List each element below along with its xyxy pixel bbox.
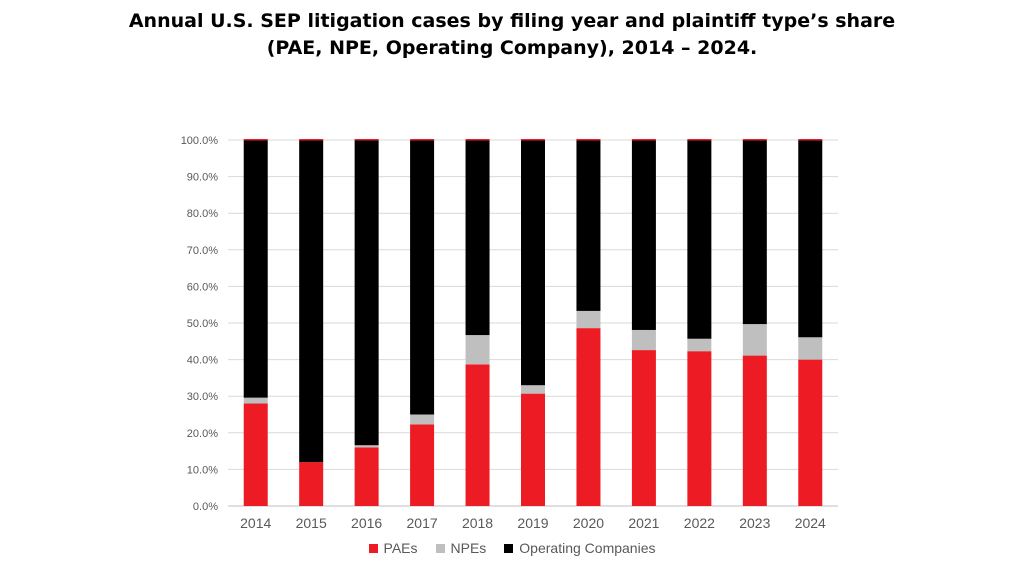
legend-item: Operating Companies (504, 540, 655, 556)
bar-segment-operating-companies-2023 (742, 140, 767, 325)
x-tick-label: 2017 (407, 515, 438, 531)
bar-top-cap (631, 139, 656, 141)
bar-segment-paes-2020 (576, 328, 601, 506)
bar-segment-npes-2014 (243, 397, 268, 404)
bar-top-cap (742, 139, 767, 141)
bar-segment-operating-companies-2018 (465, 140, 490, 336)
bar-segment-paes-2022 (687, 351, 712, 506)
bar-segment-npes-2022 (687, 338, 712, 352)
x-tick-label: 2016 (351, 515, 382, 531)
bar-segment-paes-2014 (243, 403, 268, 506)
legend-item: PAEs (368, 540, 418, 556)
y-tick-label: 100.0% (181, 135, 219, 147)
bar-segment-npes-2017 (410, 414, 435, 425)
y-tick-label: 30.0% (187, 391, 218, 403)
stacked-bar-chart: 0.0% 10.0% 20.0% 30.0% 40.0% 50.0% 60.0% 70.0% 8… (181, 135, 838, 531)
y-tick-label: 40.0% (187, 355, 218, 367)
bar-segment-npes-2024 (798, 337, 823, 360)
bar-top-cap (576, 139, 601, 141)
legend-label: PAEs (383, 540, 418, 556)
bar-top-cap (798, 139, 823, 141)
bar-segment-paes-2015 (299, 462, 324, 506)
bar-segment-npes-2023 (742, 324, 767, 356)
bars (243, 139, 823, 506)
bar-top-cap (687, 139, 712, 141)
bar-segment-npes-2018 (465, 335, 490, 365)
bar-top-cap (465, 139, 490, 141)
bar-segment-paes-2023 (742, 355, 767, 506)
bar-segment-operating-companies-2015 (299, 140, 324, 463)
y-tick-label: 70.0% (187, 245, 218, 257)
bar-segment-paes-2021 (631, 350, 656, 506)
legend-swatch (435, 543, 445, 553)
x-tick-label: 2020 (573, 515, 604, 531)
legend-swatch (368, 543, 378, 553)
bar-segment-operating-companies-2024 (798, 140, 823, 338)
legend-swatch (504, 543, 514, 553)
bar-top-cap (299, 139, 324, 141)
y-tick-label: 0.0% (193, 501, 218, 513)
bar-segment-operating-companies-2022 (687, 140, 712, 339)
x-tick-label: 2018 (462, 515, 493, 531)
y-tick-label: 20.0% (187, 428, 218, 440)
y-tick-label: 80.0% (187, 208, 218, 220)
bar-segment-paes-2024 (798, 359, 823, 506)
bar-segment-operating-companies-2014 (243, 140, 268, 398)
y-tick-label: 90.0% (187, 172, 218, 184)
chart-title: Annual U.S. SEP litigation cases by fili… (0, 8, 1024, 62)
bar-segment-npes-2020 (576, 310, 601, 329)
bar-top-cap (354, 139, 379, 141)
bar-segment-operating-companies-2016 (354, 140, 379, 446)
bar-segment-paes-2019 (521, 393, 545, 506)
bar-segment-operating-companies-2020 (576, 140, 601, 311)
y-tick-label: 10.0% (187, 464, 218, 476)
bar-top-cap (243, 139, 268, 141)
bar-segment-paes-2016 (354, 447, 379, 506)
chart-title-line-2: (PAE, NPE, Operating Company), 2014 – 20… (266, 37, 758, 59)
legend-label: Operating Companies (519, 540, 656, 556)
bar-segment-operating-companies-2021 (631, 140, 656, 330)
bar-segment-paes-2017 (410, 424, 435, 506)
x-tick-label: 2014 (240, 515, 271, 531)
x-tick-label: 2022 (684, 515, 715, 531)
x-axis-ticks: 2014 2015 2016 2017 2018 2019 2020 2021 2022 2023… (240, 515, 826, 531)
bar-segment-npes-2019 (521, 385, 545, 394)
x-tick-label: 2024 (795, 515, 826, 531)
legend-item: NPEs (435, 540, 487, 556)
x-tick-label: 2023 (739, 515, 770, 531)
x-tick-label: 2021 (628, 515, 659, 531)
bar-segment-npes-2021 (631, 329, 656, 351)
x-tick-label: 2015 (296, 515, 327, 531)
bar-segment-paes-2018 (465, 364, 490, 506)
y-axis-ticks: 0.0% 10.0% 20.0% 30.0% 40.0% 50.0% 60.0% 70.0% 8… (181, 135, 219, 513)
bar-segment-npes-2016 (354, 445, 379, 448)
y-tick-label: 60.0% (187, 281, 218, 293)
x-tick-label: 2019 (517, 515, 548, 531)
legend: PAEs NPEs Operating Companies (0, 540, 1024, 556)
legend-label: NPEs (450, 540, 487, 556)
y-tick-label: 50.0% (187, 318, 218, 330)
bar-segment-operating-companies-2017 (410, 140, 435, 415)
bar-top-cap (410, 139, 435, 141)
chart-title-line-1: Annual U.S. SEP litigation cases by fili… (128, 10, 896, 32)
bar-top-cap (521, 139, 545, 141)
bar-segment-operating-companies-2019 (521, 140, 545, 386)
